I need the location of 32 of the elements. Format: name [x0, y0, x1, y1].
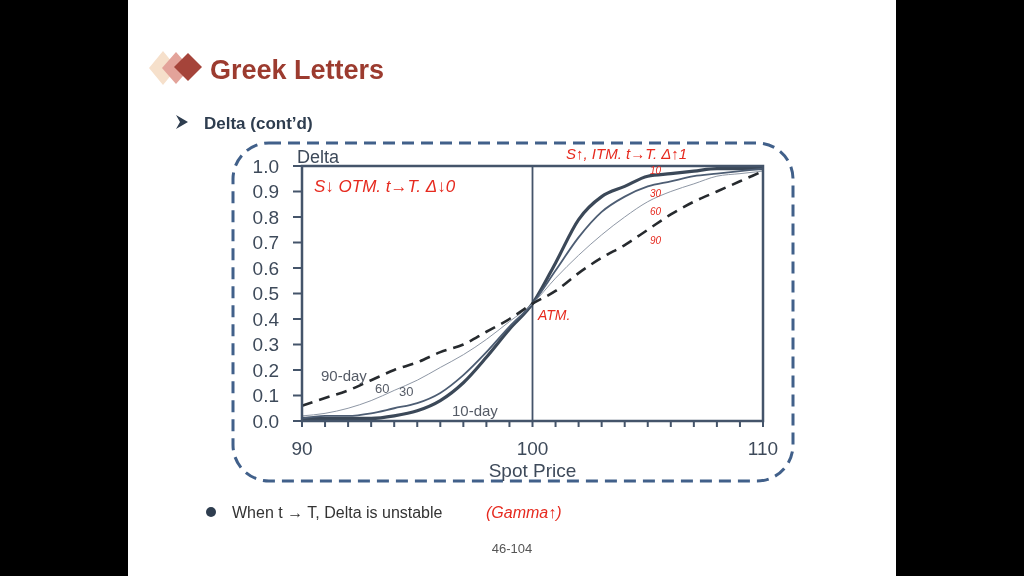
annotation: 10: [650, 165, 662, 176]
x-tick-label: 110: [747, 438, 779, 459]
y-tick-label: 1.0: [252, 155, 279, 177]
annotation: 30: [399, 384, 414, 399]
text: (Gamma↑): [486, 504, 562, 521]
y-tick-label: 0.1: [252, 385, 279, 407]
series-label: 60: [375, 381, 390, 396]
y-tick-label: 0.6: [252, 257, 279, 279]
y-tick-label: 0.0: [252, 410, 279, 432]
series-label: 90-day: [321, 367, 368, 384]
y-tick-label: 0.8: [252, 206, 279, 228]
y-tick-label: 0.5: [252, 283, 279, 305]
y-tick-label: 0.7: [252, 232, 279, 254]
chart-subtitle: Delta (cont’d): [204, 114, 313, 133]
x-axis-title: Spot Price: [488, 460, 577, 481]
annotation: ATM.: [537, 307, 571, 323]
text: 46-104: [491, 541, 533, 556]
y-tick-label: 0.9: [252, 181, 279, 203]
text: When t → T, Delta is unstable: [232, 504, 443, 521]
y-tick-label: 0.2: [252, 359, 279, 381]
text: S↑, ITM. t→T. Δ↑1: [566, 145, 688, 162]
series-label: 10-day: [452, 402, 499, 419]
annotation: 90: [650, 235, 662, 246]
x-tick-label: 90: [291, 438, 313, 459]
x-tick-label: 100: [516, 438, 549, 459]
series-label: 30: [650, 188, 662, 199]
chart-title: Greek Letters: [210, 55, 385, 85]
annotation: S↓ OTM. t→T. Δ↓0: [314, 177, 456, 196]
y-tick-label: 0.3: [252, 334, 279, 356]
y-axis-title: Delta: [297, 147, 341, 167]
y-tick-label: 0.4: [252, 308, 280, 330]
annotation: 60: [650, 206, 662, 217]
